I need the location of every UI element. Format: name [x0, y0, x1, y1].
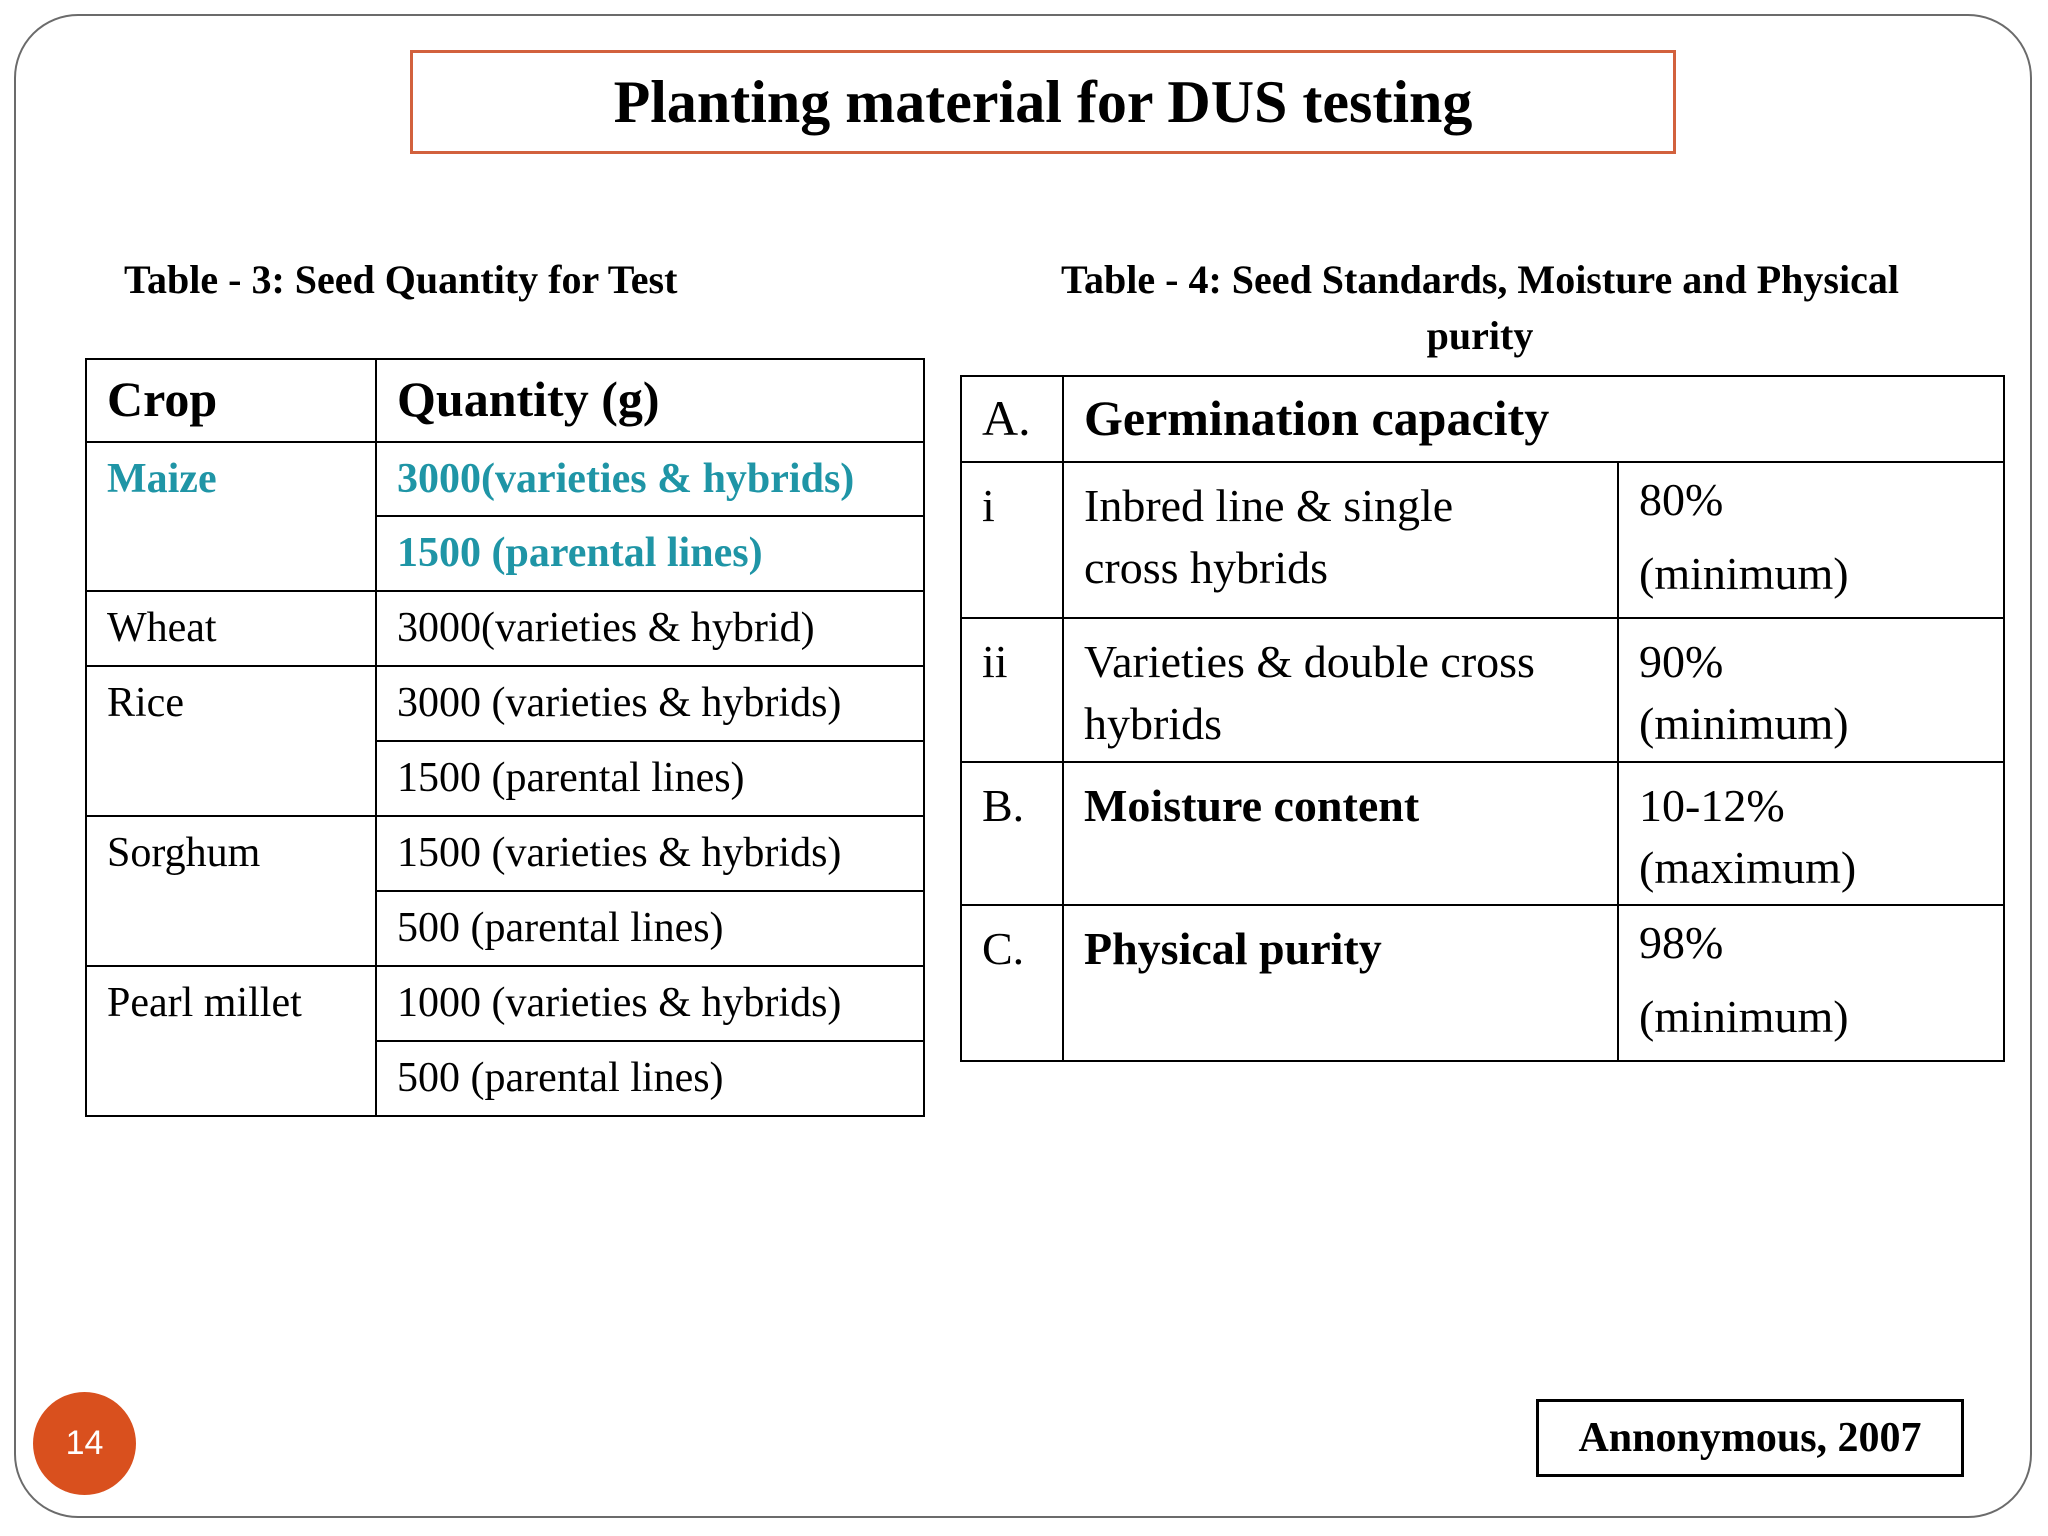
crop-cell: Maize: [85, 441, 377, 592]
table-row: 500 (parental lines): [86, 890, 925, 967]
row-value-line: (minimum): [1639, 991, 1849, 1042]
section-b-title: Moisture content: [1062, 761, 1619, 906]
crop-cell: Rice: [85, 665, 377, 817]
table-row: 1500 (parental lines): [86, 740, 925, 817]
quantity-cell: 1500 (parental lines): [375, 740, 925, 817]
crop-cell: Sorghum: [85, 815, 377, 967]
table-header-row: Crop Quantity (g): [85, 358, 925, 443]
quantity-cell: 1000 (varieties & hybrids): [375, 965, 925, 1042]
row-value: 80% (minimum): [1617, 461, 2005, 619]
table-row: Sorghum 1500 (varieties & hybrids): [85, 815, 925, 967]
citation-box: Annonymous, 2007: [1536, 1399, 1964, 1477]
seed-quantity-table: Crop Quantity (g) Maize 3000(varieties &…: [85, 358, 925, 1117]
row-value-line: (maximum): [1639, 842, 1857, 893]
row-description-line: hybrids: [1084, 698, 1222, 749]
table-row: B. Moisture content 10-12% (maximum): [960, 761, 2005, 906]
table-row: Rice 3000 (varieties & hybrids): [85, 665, 925, 817]
row-description-line: cross hybrids: [1084, 542, 1329, 593]
seed-standards-table: A. Germination capacity i Inbred line & …: [960, 375, 2005, 1062]
quantity-cell: 3000(varieties & hybrid): [375, 590, 925, 667]
quantity-cell: 3000(varieties & hybrids): [375, 441, 925, 517]
row-description-line: Inbred line & single: [1084, 480, 1454, 531]
page-number-badge: 14: [33, 1392, 136, 1495]
row-description: Inbred line & single cross hybrids: [1062, 461, 1619, 619]
row-value: 10-12% (maximum): [1617, 761, 2005, 906]
section-b-label: B.: [960, 761, 1064, 906]
row-description: Varieties & double cross hybrids: [1062, 617, 1619, 763]
row-value-line: (minimum): [1639, 548, 1849, 599]
section-c-title: Physical purity: [1062, 904, 1619, 1062]
header-quantity: Quantity (g): [375, 358, 925, 443]
crop-cell: Wheat: [85, 590, 377, 667]
header-crop: Crop: [85, 358, 377, 443]
table-row: C. Physical purity 98% (minimum): [960, 904, 2005, 1062]
row-value-line: 80%: [1639, 474, 1724, 525]
row-value-line: 90%: [1639, 636, 1724, 687]
table4-caption: Table - 4: Seed Standards, Moisture and …: [960, 252, 2000, 364]
row-value: 90% (minimum): [1617, 617, 2005, 763]
table-row: Maize 3000(varieties & hybrids): [85, 441, 925, 592]
row-value-line: (minimum): [1639, 698, 1849, 749]
quantity-cell: 500 (parental lines): [375, 1040, 925, 1117]
row-value: 98% (minimum): [1617, 904, 2005, 1062]
table-row: i Inbred line & single cross hybrids 80%…: [960, 461, 2005, 619]
table4-caption-line1: Table - 4: Seed Standards, Moisture and …: [1061, 257, 1899, 302]
table-row: 500 (parental lines): [86, 1040, 925, 1117]
section-c-label: C.: [960, 904, 1064, 1062]
table3-caption: Table - 3: Seed Quantity for Test: [124, 257, 678, 302]
section-a-label: A.: [960, 375, 1064, 463]
table4-caption-line2: purity: [1426, 313, 1534, 358]
row-value-line: 98%: [1639, 917, 1724, 968]
row-label: i: [960, 461, 1064, 619]
section-a-title: Germination capacity: [1062, 375, 2005, 463]
slide-title: Planting material for DUS testing: [410, 50, 1676, 154]
row-label: ii: [960, 617, 1064, 763]
slide-frame: [14, 14, 2032, 1518]
table-row: Pearl millet 1000 (varieties & hybrids): [85, 965, 925, 1117]
table-header-row: A. Germination capacity: [960, 375, 2005, 463]
table-row: Wheat 3000(varieties & hybrid): [85, 590, 925, 667]
table-row: 1500 (parental lines): [86, 515, 925, 592]
quantity-cell: 3000 (varieties & hybrids): [375, 665, 925, 742]
quantity-cell: 500 (parental lines): [375, 890, 925, 967]
row-value-line: 10-12%: [1639, 780, 1785, 831]
quantity-cell: 1500 (parental lines): [375, 515, 925, 592]
row-description-line: Varieties & double cross: [1084, 636, 1535, 687]
table-row: ii Varieties & double cross hybrids 90% …: [960, 617, 2005, 763]
quantity-cell: 1500 (varieties & hybrids): [375, 815, 925, 892]
crop-cell: Pearl millet: [85, 965, 377, 1117]
